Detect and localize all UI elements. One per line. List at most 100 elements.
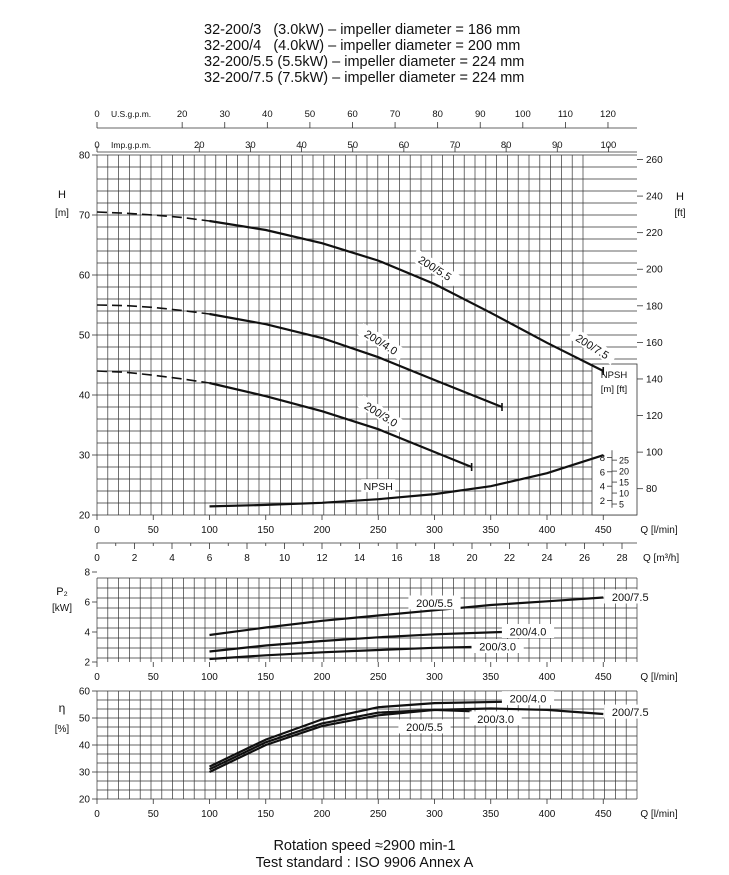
npsh-ft-tick-label: 10 <box>619 489 629 499</box>
head-label-200-5-5: 200/5.5 <box>410 248 461 287</box>
eff-label-200-4-0: 200/4.0 <box>501 691 555 706</box>
h-ft-tick-label: 120 <box>646 411 663 422</box>
top-axis-tick: 80 <box>501 140 512 151</box>
q-tick-label: 100 <box>201 525 218 536</box>
e-axis-unit: [%] <box>55 724 70 735</box>
npsh-ft-tick-label: 20 <box>619 467 629 477</box>
top-axis-tick: 30 <box>219 109 230 120</box>
q-tick-label: 350 <box>482 525 499 536</box>
m3h-tick-label: 2 <box>132 553 138 564</box>
top-axis-1: 0 20 30 40 50 60 70 80 90 100 Imp.g.p.m. <box>94 140 637 153</box>
top-axis-tick: 50 <box>347 140 358 151</box>
p-ytick-label: 6 <box>84 598 90 609</box>
power-label-200-3-0: 200/3.0 <box>471 639 524 654</box>
q-tick-label: 50 <box>148 525 160 536</box>
top-axis-tick: 110 <box>558 109 573 120</box>
top-axis-tick: 0 <box>94 140 99 151</box>
e-ytick-label: 50 <box>79 714 91 725</box>
power-label-200-7-5: 200/7.5 <box>604 589 657 604</box>
top-axis-tick: 20 <box>177 109 188 120</box>
head-label-200-4-0: 200/4.0 <box>356 323 407 361</box>
npsh-ft-tick-label: 5 <box>619 500 624 510</box>
npsh-axis-box <box>591 363 638 516</box>
m3h-tick-label: 20 <box>466 553 478 564</box>
m3h-tick-label: 4 <box>169 553 175 564</box>
power-curve-200-4-0 <box>209 630 503 653</box>
npsh-curve-label-text: NPSH <box>364 481 393 493</box>
p-ytick-label: 8 <box>84 568 90 579</box>
q-tick-label: 50 <box>148 672 160 683</box>
npsh-axis-units: [m] [ft] <box>601 384 627 395</box>
q-tick-label: 50 <box>148 809 160 820</box>
q-tick-label: 300 <box>426 672 443 683</box>
curve-label-text: 200/7.5 <box>612 707 649 719</box>
top-axis-tick: 60 <box>399 140 410 151</box>
h-ytick-label: 50 <box>79 331 91 342</box>
q-tick-label: 150 <box>257 525 274 536</box>
m3h-tick-label: 22 <box>504 553 516 564</box>
m3h-tick-label: 16 <box>391 553 403 564</box>
top-axis-tick: 120 <box>600 109 616 120</box>
q-tick-label: 350 <box>482 672 499 683</box>
top-axis-tick: 40 <box>296 140 307 151</box>
curve-label-text: 200/3.0 <box>479 642 516 654</box>
curve-label-text: 200/7.5 <box>612 592 649 604</box>
eff-curve-200-4-0 <box>209 700 503 768</box>
top-axis-tick: 0 <box>94 109 99 120</box>
h-ft-tick-label: 160 <box>646 338 663 349</box>
p-ytick-label: 4 <box>84 628 90 639</box>
head-curve-200-3-0 <box>209 381 473 469</box>
h-ft-tick-label: 180 <box>646 301 663 312</box>
q-tick-label: 400 <box>539 525 556 536</box>
curve-label-text: 200/5.5 <box>406 722 443 734</box>
npsh-axis-title: NPSH <box>601 370 628 381</box>
h-ytick-label: 60 <box>79 271 91 282</box>
top-axis-tick: 70 <box>390 109 401 120</box>
top-axis-tick: 80 <box>432 109 443 120</box>
m3h-tick-label: 28 <box>616 553 628 564</box>
top-axis-tick: 100 <box>515 109 531 120</box>
npsh-m-tick-label: 4 <box>600 482 605 493</box>
e-ytick-label: 30 <box>79 768 91 779</box>
efficiency-q-axis: 0 50 100 150 200 250 300 350 400 450 Q [l/min] <box>94 799 678 820</box>
q-tick-label: 0 <box>94 525 100 536</box>
npsh-m-tick-label: 8 <box>600 453 605 464</box>
h-ft-tick-label: 260 <box>646 155 663 166</box>
m3h-tick-label: 14 <box>354 553 366 564</box>
q-tick-label: 200 <box>314 525 331 536</box>
q-tick-label: 100 <box>201 809 218 820</box>
top-axis-tick: 90 <box>552 140 563 151</box>
e-ytick-label: 20 <box>79 795 91 806</box>
q-tick-label: 0 <box>94 672 100 683</box>
e-ytick-label: 40 <box>79 741 91 752</box>
top-axis-tick: 100 <box>600 140 616 151</box>
q-tick-label: 450 <box>595 809 612 820</box>
h-ytick-label: 70 <box>79 211 91 222</box>
head-curve-200-4-0 <box>209 312 503 409</box>
rotation-speed-note: Rotation speed ≈2900 min-1 <box>273 838 456 854</box>
h-ft-axis-title: H <box>676 191 684 203</box>
head-q-axis: 0 50 100 150 200 250 300 350 400 450 Q [l/min] <box>94 515 678 536</box>
top-axis-tick: 20 <box>194 140 205 151</box>
top-axis-0: 0 20 30 40 50 60 70 80 90 100 110 120 U.S.g.p.m. <box>94 109 637 129</box>
h-ytick-label: 20 <box>79 511 91 522</box>
q-tick-label: 0 <box>94 809 100 820</box>
q-tick-label: 150 <box>257 672 274 683</box>
h-ft-tick-label: 140 <box>646 374 663 385</box>
eff-label-200-5-5: 200/5.5 <box>398 719 451 734</box>
q-tick-label: 250 <box>370 525 387 536</box>
q-axis-label: Q [l/min] <box>640 809 677 820</box>
top-axis-tick: 90 <box>475 109 486 120</box>
p-axis-unit: [kW] <box>52 603 72 614</box>
m3h-tick-label: 12 <box>316 553 328 564</box>
curve-label-text: 200/4.0 <box>510 627 547 639</box>
curve-label-text: 200/4.0 <box>510 694 547 706</box>
eff-curve-200-3-0 <box>209 708 472 771</box>
npsh-m-tick-label: 2 <box>600 496 605 507</box>
top-axis-tick: 50 <box>305 109 316 120</box>
q-tick-label: 450 <box>595 672 612 683</box>
eff-curve-200-5-5 <box>209 707 604 773</box>
head-curve-200-5-5 <box>209 219 604 372</box>
m3h-tick-label: 8 <box>244 553 250 564</box>
